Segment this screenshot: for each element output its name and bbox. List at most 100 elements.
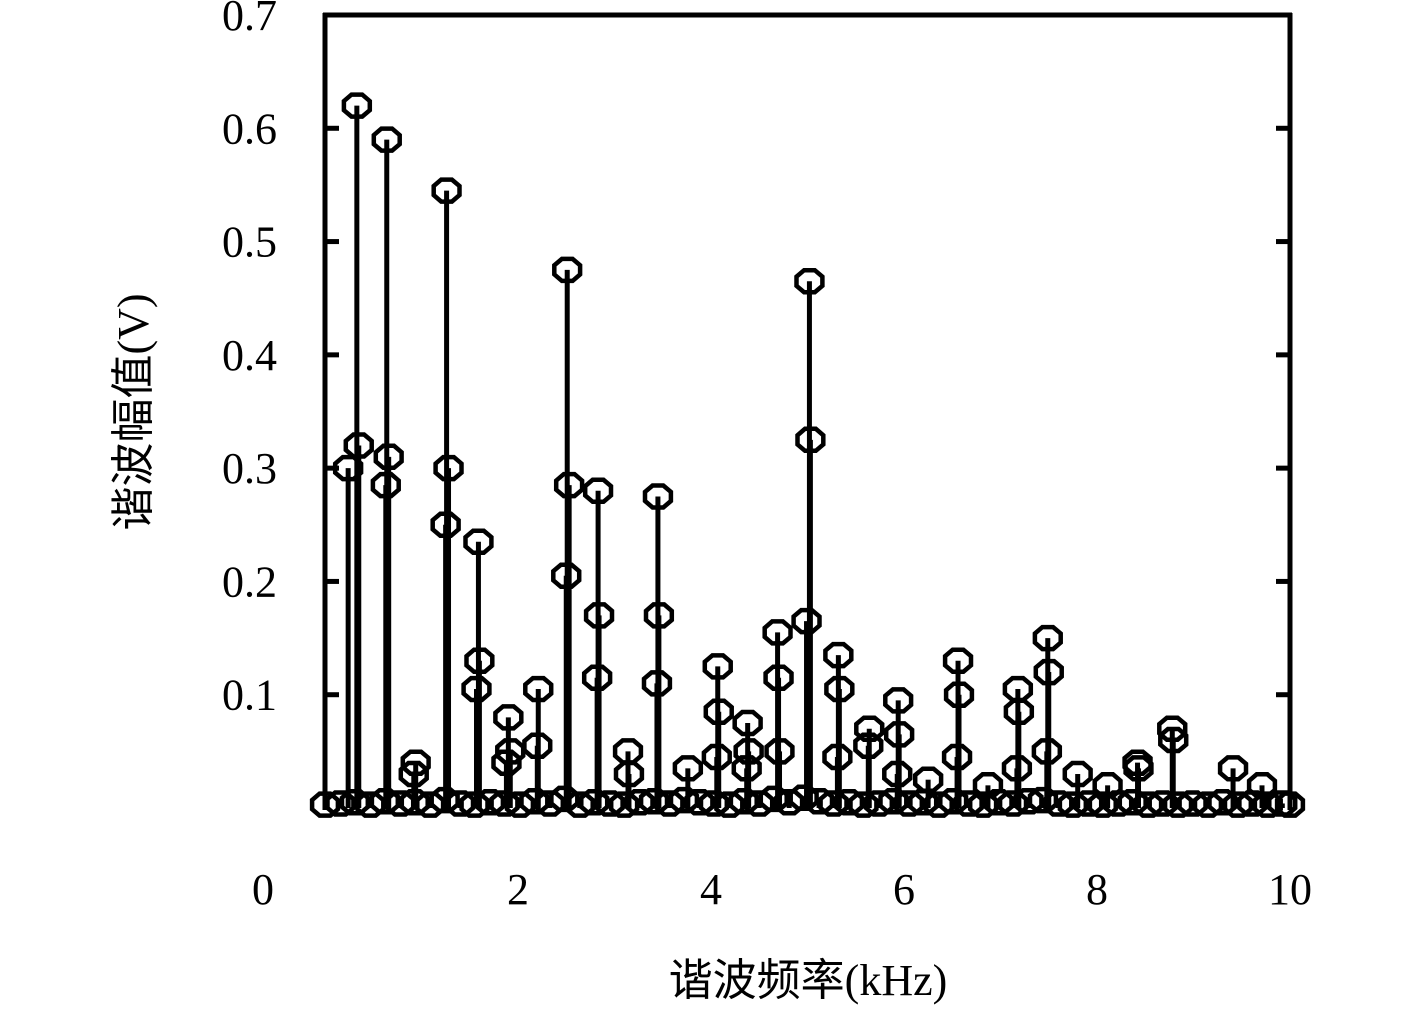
- y-tick-label: 0.3: [222, 444, 277, 493]
- stem-marker: [461, 675, 492, 703]
- x-tick-label: 0: [252, 865, 274, 914]
- stem-marker: [1032, 624, 1063, 652]
- stem-marker: [464, 647, 495, 674]
- stem-marker: [522, 732, 553, 759]
- stem-marker: [744, 790, 775, 817]
- stem-marker: [795, 426, 826, 454]
- stem-marker: [953, 790, 984, 817]
- stem-marker: [583, 602, 615, 629]
- stem-marker: [923, 791, 954, 818]
- chart-marks: [309, 92, 1306, 818]
- stem-marker: [701, 743, 732, 771]
- axes: [322, 12, 1293, 810]
- stem-marker: [1122, 749, 1153, 776]
- stem-marker: [495, 738, 526, 765]
- stem-marker: [385, 790, 416, 817]
- stem-marker: [1073, 790, 1104, 817]
- y-tick-label: 0.5: [222, 218, 277, 267]
- stem-marker: [654, 790, 685, 817]
- stem-marker: [822, 743, 853, 771]
- stem-marker: [703, 698, 734, 725]
- stem-marker: [794, 267, 825, 295]
- stem-marker: [1274, 791, 1306, 818]
- stem-marker: [581, 664, 613, 691]
- x-tick-label: 4: [700, 865, 722, 914]
- stem-marker: [371, 126, 402, 153]
- y-tick-label: 0.1: [222, 671, 277, 720]
- stem-marker: [552, 256, 583, 284]
- stem-marker: [398, 760, 429, 788]
- stem-marker: [941, 743, 973, 771]
- y-ticks: 0.1 0.2 0.3 0.4 0.5 0.6 0.7: [222, 0, 1290, 720]
- stem-marker: [972, 772, 1004, 799]
- stem-marker: [594, 790, 625, 817]
- stem-marker: [624, 789, 655, 816]
- stem-marker: [1147, 790, 1178, 817]
- stem-marker: [433, 454, 464, 482]
- stem-marker: [1062, 760, 1093, 788]
- stem-marker: [415, 791, 446, 818]
- y-tick-label: 0.7: [222, 0, 277, 40]
- stem-marker: [1043, 790, 1074, 817]
- stem-marker: [343, 432, 374, 459]
- stem-marker: [1123, 755, 1154, 782]
- stem-marker: [1033, 658, 1064, 686]
- stem-marker: [1162, 791, 1194, 818]
- stem-marker: [582, 477, 614, 505]
- stem-marker: [373, 443, 404, 471]
- stem-marker: [1192, 791, 1224, 818]
- stem-marker: [504, 791, 536, 818]
- stem-marker: [853, 732, 884, 759]
- stem-marker: [463, 528, 494, 556]
- stem-marker: [764, 738, 795, 765]
- stem-marker: [942, 647, 974, 674]
- stem-marker: [608, 791, 640, 818]
- stem-marker: [823, 641, 854, 669]
- stem-marker: [1177, 790, 1208, 817]
- stem-marker: [564, 791, 595, 818]
- stem-marker: [791, 607, 822, 635]
- stem-marker: [431, 177, 462, 204]
- stem-marker: [1057, 791, 1089, 818]
- stem-marker: [1031, 738, 1063, 765]
- stem-marker: [1217, 755, 1249, 782]
- stem-marker: [370, 471, 401, 499]
- stem-marker: [733, 738, 764, 765]
- stem-marker: [489, 790, 520, 817]
- stem-marker: [474, 789, 506, 816]
- stem-marker: [732, 709, 763, 737]
- stem-marker: [642, 483, 674, 510]
- stem-marker: [341, 92, 373, 119]
- stem-marker: [430, 511, 461, 539]
- stem-marker: [773, 789, 805, 816]
- stem-marker: [893, 790, 925, 817]
- stem-marker: [912, 766, 944, 793]
- stem-marker: [863, 790, 895, 817]
- x-axis-title: 谐波频率(kHz): [669, 956, 948, 1005]
- stem-marker: [714, 791, 745, 818]
- stem-marker: [613, 760, 645, 788]
- stem-marker: [1013, 787, 1044, 815]
- y-tick-label: 0.2: [222, 557, 277, 606]
- stem-marker: [818, 790, 849, 817]
- stem-marker: [824, 675, 855, 703]
- stem-marker: [400, 749, 431, 776]
- stem-marker: [1222, 791, 1254, 818]
- x-tick-label: 10: [1268, 865, 1312, 914]
- stem-marker: [848, 791, 879, 818]
- y-tick-label: 0.4: [222, 331, 277, 380]
- stem-marker: [1157, 715, 1188, 742]
- stem-marker: [641, 670, 673, 697]
- stem-marker: [459, 791, 490, 818]
- x-tick-label: 6: [893, 865, 915, 914]
- stem-marker: [1001, 755, 1033, 782]
- stem-marker: [332, 454, 364, 482]
- x-tick-label: 2: [507, 865, 529, 914]
- x-ticks: 0 2 4 6 8 10: [252, 865, 1312, 914]
- stem-marker: [355, 791, 386, 818]
- stem-marker: [702, 653, 733, 680]
- stem-marker: [731, 755, 762, 782]
- stem-marker: [553, 471, 585, 499]
- y-tick-label: 0.6: [222, 104, 277, 153]
